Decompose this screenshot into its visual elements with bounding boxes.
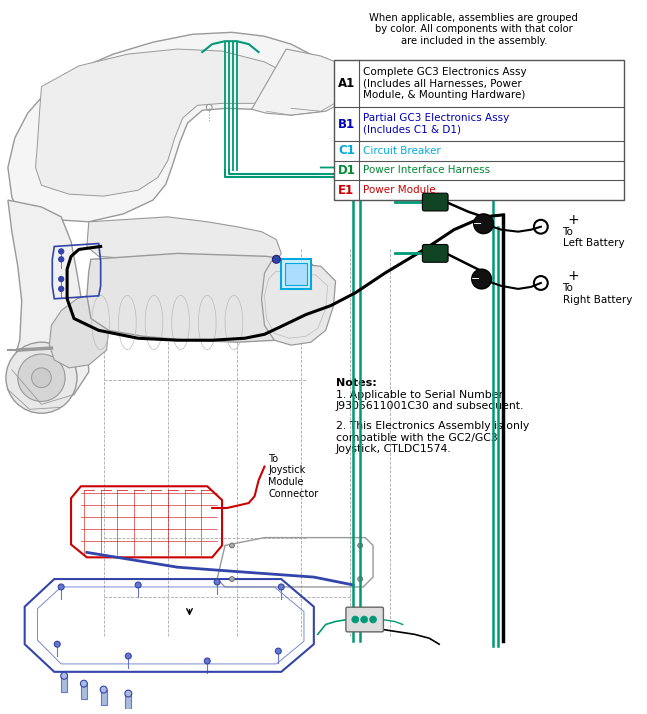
Circle shape	[358, 577, 363, 581]
Bar	[101, 690, 107, 705]
Text: To
Joystick
Module
Connector: To Joystick Module Connector	[269, 453, 319, 498]
Circle shape	[276, 648, 281, 654]
Polygon shape	[8, 200, 89, 404]
Text: To
Right Battery: To Right Battery	[562, 283, 632, 305]
Circle shape	[59, 286, 63, 291]
Bar	[285, 263, 307, 285]
Circle shape	[32, 368, 51, 388]
Text: A1: A1	[338, 77, 355, 90]
Text: +: +	[567, 213, 579, 227]
Circle shape	[80, 680, 87, 687]
Text: Notes:: Notes:	[336, 378, 377, 388]
Text: 1. Applicable to Serial Number
J9305611001C30 and subsequent.: 1. Applicable to Serial Number J93056110…	[336, 390, 524, 411]
Text: 2. This Electronics Assembly is only
compatible with the GC2/GC3
Joystick, CTLDC: 2. This Electronics Assembly is only com…	[336, 421, 529, 454]
Text: To
Left Battery: To Left Battery	[562, 227, 624, 248]
Circle shape	[214, 579, 220, 585]
Circle shape	[369, 616, 377, 623]
Text: B1: B1	[338, 118, 355, 131]
Polygon shape	[8, 32, 324, 222]
Text: −: −	[471, 274, 480, 284]
Text: E1: E1	[338, 183, 355, 197]
Bar	[281, 259, 311, 289]
Bar	[126, 693, 131, 709]
Circle shape	[58, 584, 64, 590]
Text: Partial GC3 Electronics Assy
(Includes C1 & D1): Partial GC3 Electronics Assy (Includes C…	[363, 114, 509, 135]
Circle shape	[361, 616, 367, 623]
Text: Circuit Breaker: Circuit Breaker	[363, 146, 441, 156]
Circle shape	[272, 256, 280, 263]
Circle shape	[125, 690, 132, 697]
Circle shape	[352, 616, 358, 623]
Text: +: +	[567, 269, 579, 283]
Text: C1: C1	[338, 144, 355, 157]
Circle shape	[126, 653, 131, 659]
Polygon shape	[261, 261, 336, 345]
Bar	[334, 60, 624, 200]
Circle shape	[6, 342, 77, 413]
Text: D1: D1	[338, 164, 355, 177]
Circle shape	[358, 543, 363, 548]
FancyBboxPatch shape	[422, 244, 448, 262]
Circle shape	[61, 673, 67, 679]
Circle shape	[54, 641, 60, 647]
Circle shape	[472, 269, 492, 289]
Circle shape	[230, 543, 234, 548]
Bar	[61, 675, 67, 692]
Text: Power Interface Harness: Power Interface Harness	[363, 166, 490, 176]
Circle shape	[17, 354, 65, 401]
Circle shape	[59, 257, 63, 262]
Circle shape	[278, 584, 284, 590]
Polygon shape	[252, 49, 355, 115]
Circle shape	[204, 658, 210, 664]
Text: Power Module: Power Module	[363, 185, 436, 195]
Polygon shape	[36, 49, 296, 196]
FancyBboxPatch shape	[422, 193, 448, 211]
Text: When applicable, assemblies are grouped
by color. All components with that color: When applicable, assemblies are grouped …	[369, 13, 578, 46]
Polygon shape	[87, 253, 324, 342]
Polygon shape	[49, 296, 109, 368]
Circle shape	[230, 577, 234, 581]
Polygon shape	[87, 217, 281, 266]
Circle shape	[100, 686, 107, 693]
Bar	[81, 684, 87, 700]
FancyBboxPatch shape	[346, 607, 384, 632]
Circle shape	[59, 276, 63, 281]
Circle shape	[135, 582, 141, 588]
Text: −: −	[473, 218, 483, 228]
Text: Complete GC3 Electronics Assy
(Includes all Harnesses, Power
Module, & Mounting : Complete GC3 Electronics Assy (Includes …	[363, 67, 527, 100]
Circle shape	[59, 249, 63, 254]
Circle shape	[474, 214, 494, 233]
